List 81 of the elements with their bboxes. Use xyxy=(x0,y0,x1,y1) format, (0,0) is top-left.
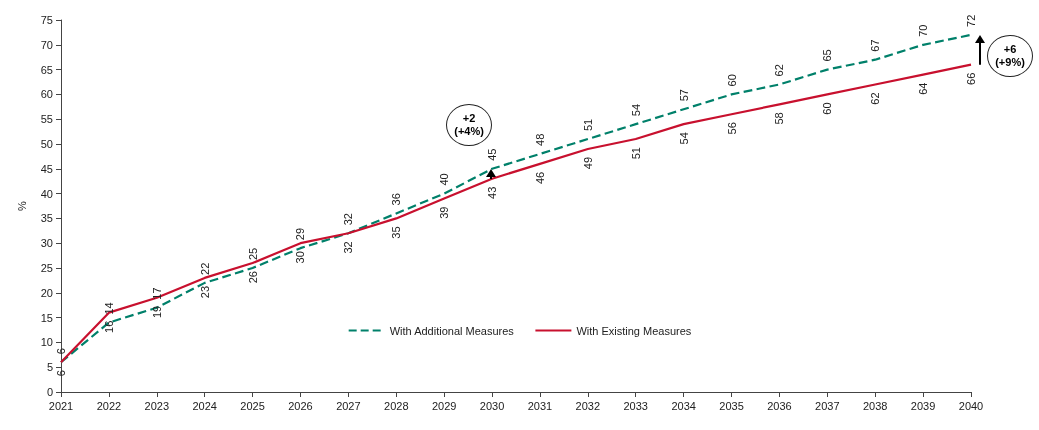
data-label: 14 xyxy=(102,302,115,315)
data-label: 22 xyxy=(198,262,211,275)
x-tick-label: 2040 xyxy=(958,399,984,412)
data-label: 62 xyxy=(869,92,882,105)
data-label: 19 xyxy=(150,305,163,319)
x-tick-label: 2032 xyxy=(575,399,601,412)
data-label: 67 xyxy=(869,39,882,52)
data-label: 35 xyxy=(390,226,403,239)
data-label: 40 xyxy=(438,173,451,186)
y-tick-label: 70 xyxy=(40,38,53,51)
data-label: 65 xyxy=(821,49,834,62)
data-label: 26 xyxy=(246,271,259,284)
data-label: 58 xyxy=(773,112,786,125)
y-axis-title: % xyxy=(15,200,28,211)
data-label: 6 xyxy=(55,348,67,355)
data-label: 29 xyxy=(294,227,307,241)
x-tick-label: 2036 xyxy=(767,399,792,412)
y-tick-label: 60 xyxy=(40,88,53,101)
x-tick-label: 2039 xyxy=(910,399,936,412)
data-label: 23 xyxy=(198,285,211,299)
x-tick-label: 2038 xyxy=(862,399,888,412)
y-tick-label: 10 xyxy=(40,336,53,349)
y-tick-label: 75 xyxy=(40,14,53,26)
data-label: 43 xyxy=(486,186,499,199)
data-label: 32 xyxy=(342,241,355,254)
data-label: 56 xyxy=(725,122,738,135)
data-label: 25 xyxy=(246,247,259,260)
x-tick-label: 2030 xyxy=(479,399,505,412)
y-tick-label: 55 xyxy=(40,113,53,126)
x-tick-label: 2021 xyxy=(48,399,74,412)
data-label: 72 xyxy=(965,14,977,27)
data-label: 16 xyxy=(102,320,115,333)
data-label: 48 xyxy=(533,133,546,146)
x-tick-label: 2027 xyxy=(336,399,361,412)
x-tick-label: 2022 xyxy=(96,399,122,412)
data-label: 45 xyxy=(486,148,499,161)
y-tick-label: 5 xyxy=(46,361,53,374)
y-tick-label: 40 xyxy=(40,187,53,200)
y-tick-label: 30 xyxy=(40,237,53,250)
x-tick-label: 2037 xyxy=(815,399,840,412)
y-tick-label: 20 xyxy=(40,286,53,299)
x-tick-label: 2025 xyxy=(240,399,265,412)
data-label: 51 xyxy=(629,147,642,160)
data-label: 60 xyxy=(725,74,738,87)
data-label: 66 xyxy=(965,72,977,85)
annotation: +2 (+4%) xyxy=(446,103,493,146)
data-label: 36 xyxy=(390,193,403,206)
data-label: 30 xyxy=(294,251,307,264)
x-tick-label: 2024 xyxy=(192,399,217,412)
y-tick-label: 0 xyxy=(46,386,53,398)
x-tick-label: 2029 xyxy=(431,399,457,412)
data-label: 54 xyxy=(677,132,690,145)
y-tick-label: 65 xyxy=(40,63,53,76)
data-label: 51 xyxy=(581,118,594,132)
y-tick-label: 45 xyxy=(40,162,53,175)
data-label: 60 xyxy=(821,102,834,115)
data-label: 70 xyxy=(917,24,930,37)
x-tick-label: 2035 xyxy=(719,399,744,412)
y-tick-label: 25 xyxy=(40,262,53,274)
data-label: 6 xyxy=(55,370,67,377)
legend-label: With Additional Measures xyxy=(389,324,515,337)
y-tick-label: 35 xyxy=(40,212,53,225)
x-tick-label: 2023 xyxy=(144,399,170,412)
data-label: 46 xyxy=(533,171,546,185)
x-tick-label: 2028 xyxy=(384,399,409,412)
text: +6 (+9%) xyxy=(987,34,1033,77)
data-label: 64 xyxy=(917,82,930,95)
data-label: 32 xyxy=(342,213,355,226)
x-tick-label: 2034 xyxy=(671,399,696,412)
x-tick-label: 2026 xyxy=(288,399,313,412)
x-tick-label: 2033 xyxy=(623,399,648,412)
data-label: 57 xyxy=(677,89,690,102)
data-label: 62 xyxy=(773,64,786,77)
data-label: 49 xyxy=(581,156,594,170)
data-label: 54 xyxy=(629,103,642,117)
data-label: 39 xyxy=(438,206,451,219)
x-tick-label: 2031 xyxy=(527,399,553,412)
legend-label: With Existing Measures xyxy=(576,324,692,337)
y-tick-label: 50 xyxy=(40,138,53,150)
y-tick-label: 15 xyxy=(40,311,53,324)
data-label: 17 xyxy=(150,287,163,300)
